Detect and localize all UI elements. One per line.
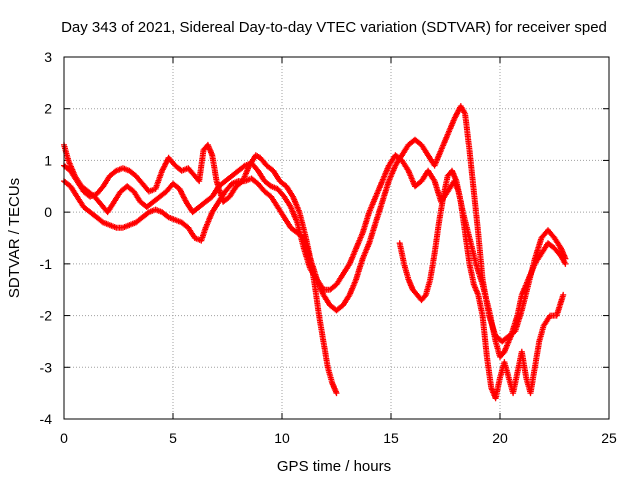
x-tick-label: 15	[383, 430, 399, 446]
y-axis-label: SDTVAR / TECUs	[6, 178, 23, 298]
series-track-d	[396, 167, 567, 402]
data-marks	[61, 103, 569, 402]
x-axis-label: GPS time / hours	[277, 458, 391, 475]
y-tick-label: 1	[44, 152, 52, 168]
chart-title: Day 343 of 2021, Sidereal Day-to-day VTE…	[61, 19, 607, 36]
x-tick-label: 10	[274, 430, 290, 446]
y-tick-label: -1	[40, 256, 53, 272]
x-tick-label: 20	[492, 430, 508, 446]
x-tick-label: 5	[169, 430, 177, 446]
x-tick-label: 0	[60, 430, 68, 446]
x-tick-label: 25	[601, 430, 617, 446]
y-tick-label: 3	[44, 49, 52, 65]
plus-markers	[396, 167, 567, 402]
y-tick-label: 2	[44, 101, 52, 117]
y-tick-label: -2	[40, 308, 53, 324]
plot-frame	[63, 56, 610, 420]
axis-ticks: 0 5 10 15 20 25 -4 -3 -2 -1 0 1 2 3	[40, 49, 617, 446]
y-tick-label: -3	[40, 359, 53, 375]
grid-lines	[64, 57, 609, 419]
y-tick-label: -4	[40, 411, 53, 427]
y-tick-label: 0	[44, 204, 52, 220]
